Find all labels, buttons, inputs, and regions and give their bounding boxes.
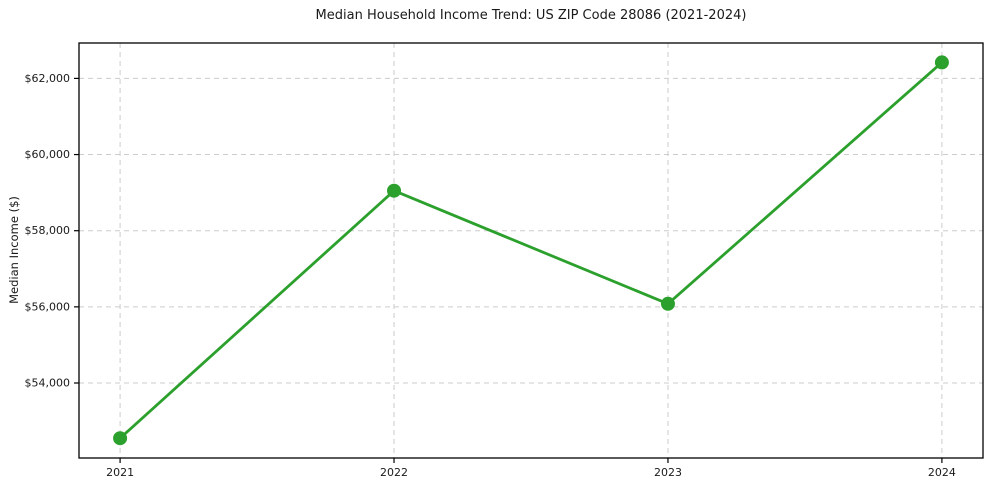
data-point-marker	[660, 296, 675, 311]
y-tick-label: $60,000	[25, 148, 71, 161]
data-point-marker	[387, 183, 402, 198]
y-axis-label: Median Income ($)	[7, 196, 21, 304]
income-trend-line	[118, 61, 944, 440]
data-point-marker	[113, 431, 128, 446]
y-tick-label: $54,000	[25, 376, 71, 389]
y-tick-label: $58,000	[25, 224, 71, 237]
x-tick-label: 2021	[106, 466, 134, 479]
x-tick-label: 2024	[928, 466, 956, 479]
chart-title: Median Household Income Trend: US ZIP Co…	[315, 8, 747, 23]
y-tick-label: $56,000	[25, 300, 71, 313]
plot-border	[78, 42, 984, 459]
y-tick-label: $62,000	[25, 72, 71, 85]
x-tick-label: 2022	[380, 466, 408, 479]
data-point-marker	[934, 55, 949, 70]
x-tick-label: 2023	[654, 466, 682, 479]
